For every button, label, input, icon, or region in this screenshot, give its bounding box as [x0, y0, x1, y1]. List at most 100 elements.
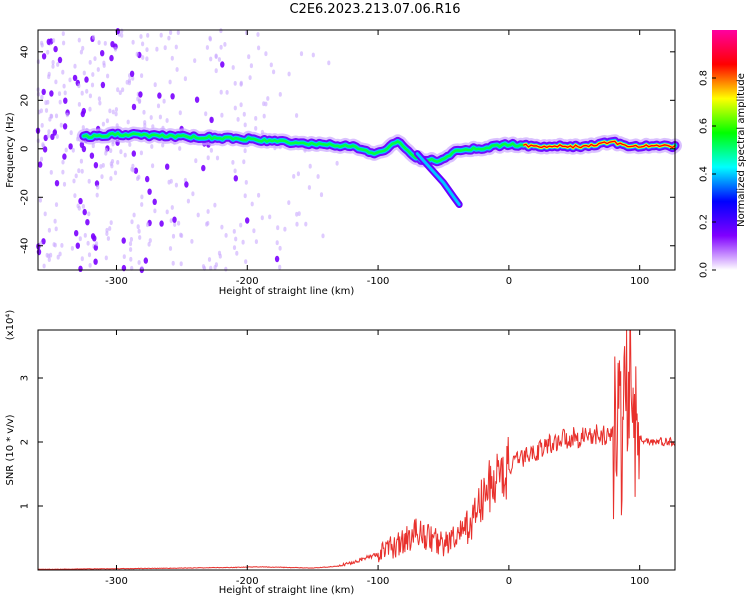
noise-speckle [155, 46, 159, 52]
heatmap-x-tick-label: -200 [236, 276, 259, 287]
colorbar-tick-label: 0.4 [699, 166, 710, 182]
noise-speckle [136, 176, 140, 182]
noise-speckle [254, 125, 258, 131]
noise-speckle [206, 155, 210, 161]
noise-speckle [264, 51, 268, 57]
noise-speckle [97, 96, 101, 102]
noise-speckle [93, 258, 98, 265]
noise-speckle [122, 254, 126, 259]
noise-speckle [94, 241, 99, 247]
noise-speckle [86, 240, 90, 246]
noise-speckle [165, 209, 169, 215]
noise-speckle [274, 255, 280, 263]
snr-panel: -300 -200 -100 0 100 1 2 3 Height of straight l… [5, 310, 676, 596]
noise-speckle [138, 91, 143, 98]
heatmap-x-tick-label: 0 [506, 276, 512, 287]
noise-speckle [109, 176, 113, 181]
noise-speckle [147, 241, 151, 247]
noise-speckle [283, 226, 287, 232]
noise-speckle [42, 146, 48, 153]
noise-speckle [243, 148, 247, 154]
noise-speckle [78, 236, 82, 242]
noise-speckle [100, 174, 104, 180]
noise-speckle [93, 56, 97, 61]
noise-speckle [49, 113, 53, 119]
noise-speckle [77, 37, 81, 43]
heatmap-x-tick-label: -300 [105, 276, 128, 287]
noise-speckle [44, 100, 48, 106]
noise-speckle [77, 168, 81, 174]
noise-speckle [41, 238, 46, 245]
noise-speckle [153, 208, 157, 214]
noise-speckle [145, 47, 149, 52]
noise-speckle [191, 191, 195, 197]
noise-speckle [53, 242, 57, 248]
heatmap-y-axis-label: Frequency (Hz) [5, 112, 16, 188]
noise-speckle [177, 220, 181, 226]
noise-speckle [148, 238, 152, 243]
noise-speckle [257, 45, 261, 51]
noise-speckle [68, 143, 73, 150]
noise-speckle [83, 233, 87, 238]
snr-y-tick-label: 3 [20, 375, 31, 381]
noise-speckle [167, 35, 171, 41]
noise-speckle [287, 71, 291, 77]
noise-speckle [100, 81, 106, 89]
noise-speckle [209, 148, 213, 153]
noise-speckle [72, 74, 78, 82]
noise-speckle [62, 40, 66, 46]
noise-speckle [142, 109, 146, 115]
noise-speckle [278, 264, 282, 270]
noise-speckle [161, 142, 165, 148]
noise-speckle [214, 68, 218, 74]
noise-speckle [145, 56, 149, 62]
snr-x-tick-label: -100 [367, 576, 390, 587]
noise-speckle [214, 262, 218, 268]
noise-speckle [278, 245, 282, 251]
noise-speckle [205, 45, 209, 50]
noise-speckle [260, 215, 264, 221]
noise-speckle [150, 144, 154, 149]
noise-speckle [131, 150, 136, 157]
noise-speckle [244, 259, 248, 264]
noise-speckle [128, 241, 133, 247]
noise-speckle [54, 202, 59, 208]
noise-speckle [55, 134, 59, 139]
snr-y-tick-label: 1 [20, 503, 31, 509]
noise-speckle [174, 44, 178, 50]
colorbar-tick-label: 0.8 [699, 70, 710, 86]
noise-speckle [234, 236, 238, 242]
noise-speckle [51, 64, 55, 69]
noise-speckle [47, 257, 51, 262]
noise-speckle [278, 92, 282, 97]
noise-speckle [96, 184, 100, 190]
noise-speckle [133, 167, 139, 174]
noise-speckle [118, 90, 122, 95]
noise-speckle [128, 142, 132, 147]
snr-y-multiplier: (x10⁴) [5, 310, 16, 341]
noise-speckle [219, 44, 223, 50]
noise-speckle [103, 41, 107, 46]
noise-speckle [146, 33, 150, 38]
noise-speckle [47, 227, 52, 233]
branch-inner [415, 152, 461, 206]
noise-speckle [79, 49, 83, 55]
noise-speckle [138, 235, 142, 240]
noise-speckle [92, 235, 97, 242]
noise-speckle [136, 224, 140, 230]
heatmap-y-tick-label: 20 [20, 94, 31, 107]
noise-speckle [91, 34, 96, 40]
noise-speckle [137, 228, 141, 234]
noise-speckle [208, 35, 212, 41]
noise-speckle [84, 76, 89, 83]
noise-speckle [121, 237, 126, 244]
noise-speckle [89, 152, 95, 159]
noise-speckle [97, 40, 101, 45]
noise-speckle [287, 200, 291, 206]
noise-speckle [149, 115, 153, 120]
noise-speckle [61, 31, 65, 36]
noise-speckle [206, 220, 210, 226]
noise-speckle [243, 122, 247, 128]
noise-speckle [54, 113, 59, 119]
noise-speckle [184, 181, 189, 188]
